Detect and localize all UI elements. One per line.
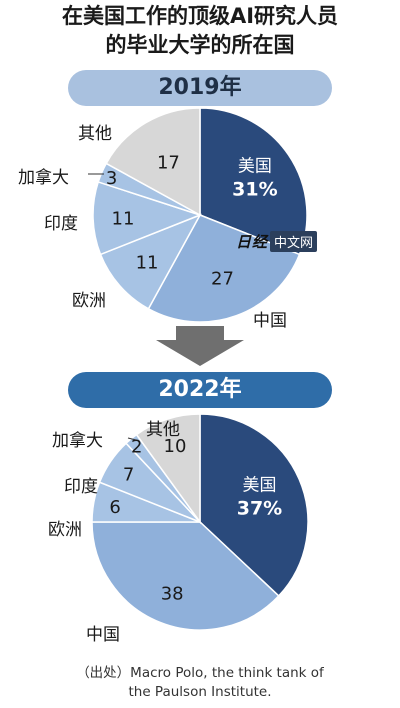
slice-2022-usa <box>199 413 309 597</box>
value-2022-india: 7 <box>123 464 134 485</box>
chart-title: 在美国工作的顶级AI研究人员 的毕业大学的所在国 <box>61 4 339 57</box>
down-arrow-icon <box>156 326 244 366</box>
slice-2022-other <box>135 413 201 525</box>
value-2019-india: 11 <box>112 208 135 229</box>
value-2019-canada: 3 <box>106 168 117 189</box>
year-banner-2022: 2022年 <box>68 372 332 408</box>
slice-2022-china <box>91 521 280 631</box>
slice-2019-india <box>92 180 203 256</box>
source-note: （出处）Macro Polo, the think tank of the Pa… <box>76 665 324 700</box>
label-2022-other: 其他 <box>146 420 180 440</box>
value-2019-usa: 31% <box>232 179 277 201</box>
value-2022-canada: 2 <box>131 436 142 457</box>
value-2019-other: 17 <box>157 153 180 174</box>
watermark-logo: 日经 <box>236 232 269 251</box>
label-2022-india: 印度 <box>64 477 98 497</box>
label-2022-china: 中国 <box>86 625 120 645</box>
label-2019-india: 印度 <box>44 214 78 234</box>
label-2022-usa-name: 美国 <box>242 475 276 495</box>
value-2019-europe: 11 <box>136 253 159 274</box>
leader-line-2022-canada <box>127 437 137 441</box>
label-2022-canada: 加拿大 <box>52 431 103 451</box>
value-2022-china: 38 <box>161 583 184 604</box>
value-2022-europe: 6 <box>109 497 120 518</box>
label-2019-usa-name: 美国 <box>238 157 272 177</box>
slice-2019-other <box>105 107 201 217</box>
slice-2019-europe <box>99 213 202 310</box>
watermark: 日经 中文网 <box>236 230 318 252</box>
label-2019-europe: 欧洲 <box>72 291 106 311</box>
year-banner-2019: 2019年 <box>68 70 332 106</box>
watermark-box: 中文网 <box>270 230 318 252</box>
value-2022-usa: 37% <box>237 497 282 519</box>
label-2019-other: 其他 <box>78 124 112 144</box>
label-2019-china: 中国 <box>253 311 287 331</box>
slice-2019-china <box>147 214 301 323</box>
value-2022-other: 10 <box>164 436 187 457</box>
label-2022-europe: 欧洲 <box>48 520 82 540</box>
value-2019-china: 27 <box>211 268 234 289</box>
label-2019-canada: 加拿大 <box>18 168 69 188</box>
